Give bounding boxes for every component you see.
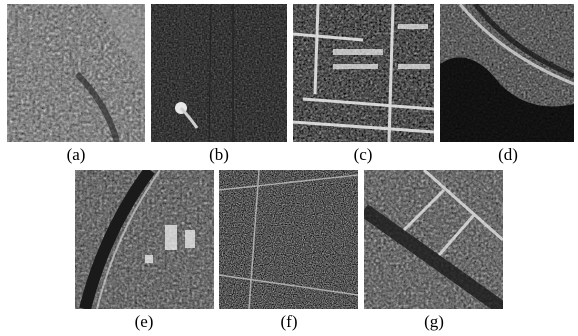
sar-image-b (151, 4, 287, 142)
caption-b: (b) (209, 145, 229, 164)
caption-f: (f) (280, 312, 298, 331)
caption-d: (d) (498, 145, 518, 164)
sar-image-f-svg (219, 170, 358, 309)
sar-image-a (7, 4, 145, 142)
caption-g: (g) (424, 312, 444, 331)
sar-image-c (293, 4, 434, 142)
sar-image-c-svg (293, 4, 434, 142)
caption-e: (e) (134, 312, 154, 331)
caption-a: (a) (66, 145, 86, 164)
caption-c: (c) (353, 145, 373, 164)
sar-image-g (364, 170, 503, 309)
sar-image-e-svg (75, 170, 214, 309)
sar-image-d-svg (440, 4, 574, 142)
sar-image-a-svg (7, 4, 145, 142)
sar-image-g-svg (364, 170, 503, 309)
sar-image-f (219, 170, 358, 309)
sar-image-b-svg (151, 4, 287, 142)
sar-image-e (75, 170, 214, 309)
sar-image-d (440, 4, 574, 142)
